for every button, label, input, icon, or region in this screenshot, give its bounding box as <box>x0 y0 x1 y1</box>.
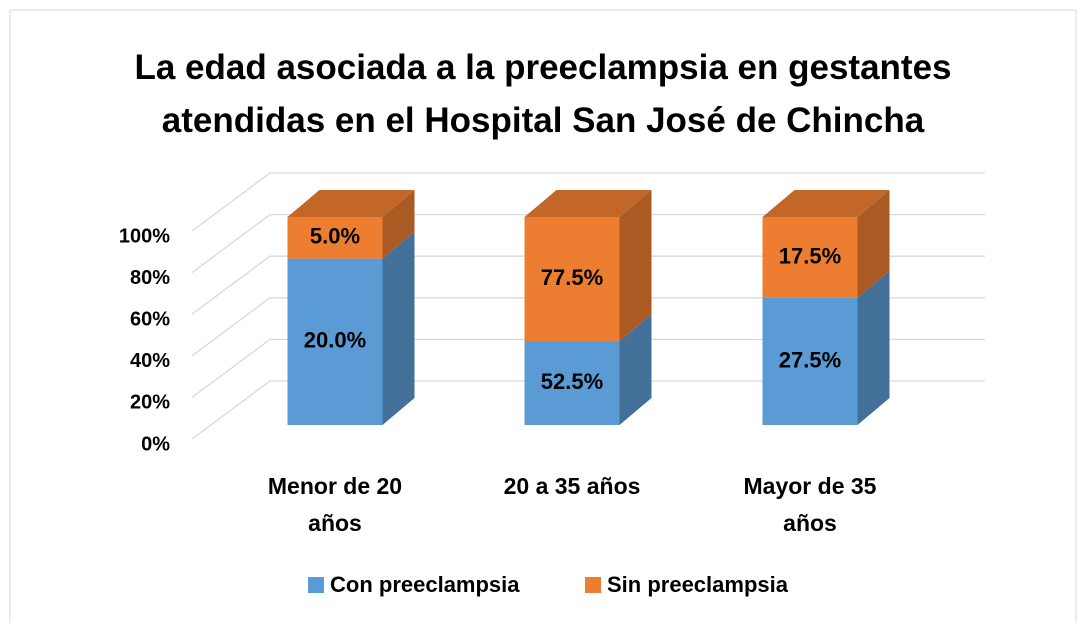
grid-line <box>191 297 985 357</box>
bar <box>524 341 620 425</box>
legend-label: Con preeclampsia <box>330 572 520 597</box>
grid-line <box>191 338 985 398</box>
bar <box>287 217 383 259</box>
bar-top <box>762 190 890 217</box>
grid-line <box>191 255 985 315</box>
data-label: 77.5% <box>541 265 603 290</box>
bar-side <box>382 231 415 425</box>
bar <box>287 258 383 425</box>
x-tick-line: 20 a 35 años <box>504 473 641 499</box>
bar-side <box>619 314 652 425</box>
bar-top <box>287 190 415 217</box>
bar-side <box>857 190 890 298</box>
y-tick-label: 40% <box>130 350 170 372</box>
bar <box>524 217 620 341</box>
grid-line <box>191 380 985 440</box>
x-tick-label: Mayor de 35 años <box>744 473 877 536</box>
bar-top <box>524 190 652 217</box>
x-tick-line: años <box>783 510 837 536</box>
x-tick-line: Menor de 20 <box>268 473 402 499</box>
x-tick-label: Menor de 20 años <box>268 473 402 536</box>
data-label: 20.0% <box>304 328 366 353</box>
bar <box>762 217 858 298</box>
bar-side <box>619 190 652 341</box>
y-tick-label: 0% <box>141 433 170 455</box>
grid-line <box>191 172 985 232</box>
x-tick-line: Mayor de 35 <box>744 473 877 499</box>
y-tick-label: 100% <box>119 225 170 247</box>
data-label: 5.0% <box>310 224 360 249</box>
bar <box>762 297 858 425</box>
bar-side <box>857 270 890 425</box>
x-tick-label: 20 a 35 años <box>504 473 641 499</box>
y-tick-label: 80% <box>130 267 170 289</box>
data-label: 52.5% <box>541 369 603 394</box>
y-tick-label: 20% <box>130 392 170 414</box>
chart-title: La edad asociada a la preeclampsia en ge… <box>134 48 952 140</box>
x-tick-line: años <box>308 510 362 536</box>
chart-border <box>9 9 1077 623</box>
grid-line <box>191 213 985 274</box>
data-label: 27.5% <box>779 347 841 372</box>
legend-label: Sin preeclampsia <box>607 572 789 597</box>
y-tick-label: 60% <box>130 308 170 330</box>
bar-side <box>382 190 415 259</box>
legend-swatch <box>308 577 324 593</box>
data-label: 17.5% <box>779 243 841 268</box>
legend-swatch <box>585 577 601 593</box>
